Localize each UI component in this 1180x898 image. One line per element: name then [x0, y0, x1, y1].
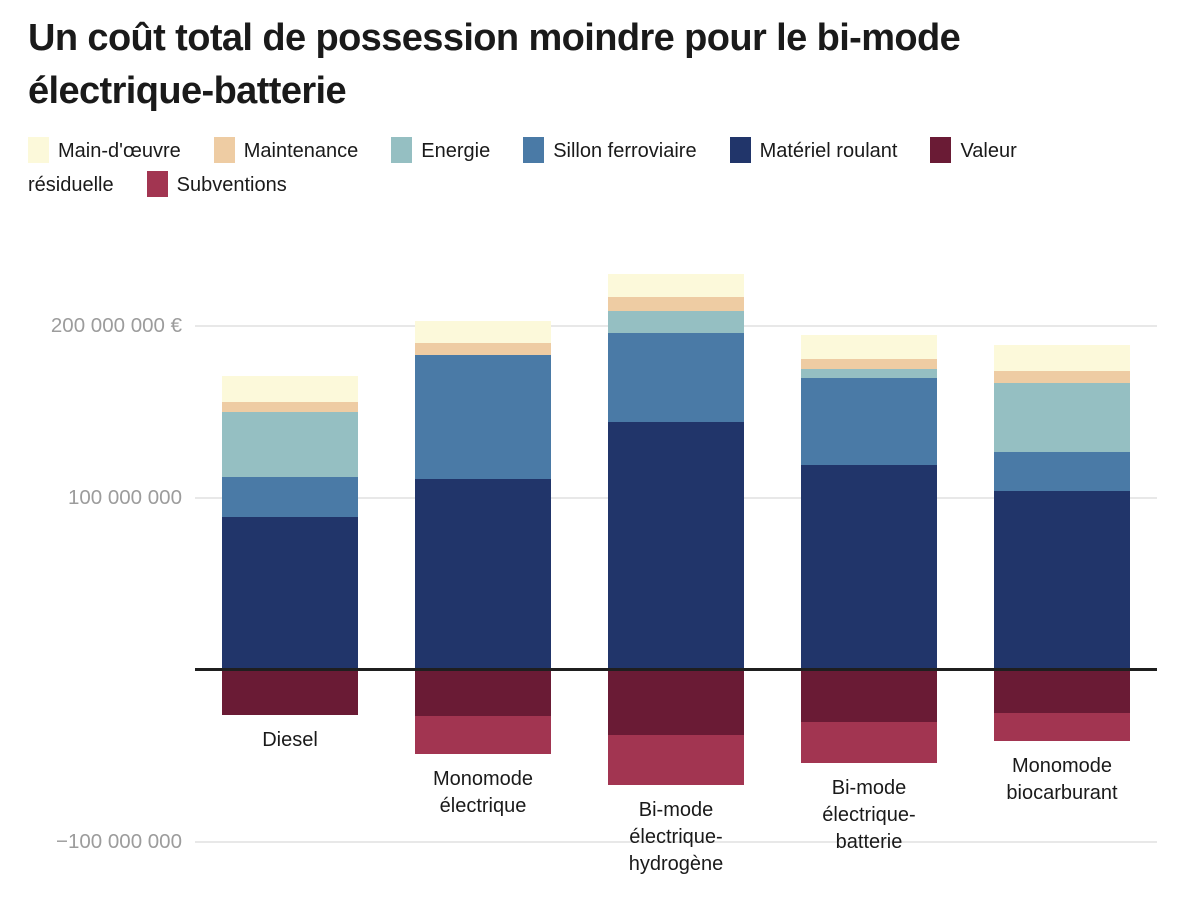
- x-axis-label-line: Bi-mode: [831, 776, 907, 799]
- legend-item-maintenance: Maintenance: [213, 137, 359, 163]
- x-axis-label-line: électrique-: [629, 826, 723, 849]
- bar-segment-valeur-residuelle: [608, 670, 744, 736]
- legend-swatch-subventions: [146, 171, 168, 197]
- bar-segment-sillon-ferroviaire: [801, 377, 937, 466]
- legend-swatch-sillon-ferroviaire: [523, 137, 545, 163]
- bar-segment-maintenance: [415, 343, 551, 356]
- legend-swatch-energie: [391, 137, 413, 163]
- bar-segment-main-doeuvre: [994, 344, 1130, 371]
- bar-segment-sillon-ferroviaire: [608, 332, 744, 423]
- x-axis-label-line: Diesel: [262, 728, 318, 751]
- bar-segment-main-doeuvre: [222, 375, 358, 402]
- bar-segment-sillon-ferroviaire: [415, 355, 551, 480]
- x-axis-label-line: batterie: [835, 830, 903, 853]
- bar-segment-sillon-ferroviaire: [994, 451, 1130, 492]
- bar-segment-valeur-residuelle: [415, 670, 551, 717]
- x-axis-category-label: Bi-mode électrique-hydrogène: [581, 797, 771, 878]
- bar-segment-valeur-residuelle: [801, 670, 937, 722]
- legend-item-main-doeuvre: Main-d'œuvre: [28, 137, 181, 163]
- legend-label: Subventions: [176, 174, 287, 196]
- bar-segment-valeur-residuelle: [222, 670, 358, 715]
- bar-segment-energie: [222, 412, 358, 478]
- y-axis-tick-label: −100 000 000: [56, 830, 182, 853]
- bar-segment-main-doeuvre: [801, 334, 937, 359]
- bar-segment-subventions: [994, 713, 1130, 741]
- chart-title: Un coût total de possession moindre pour…: [28, 17, 961, 112]
- bar-segment-subventions: [608, 735, 744, 786]
- x-axis-label-line: Monomode: [1011, 754, 1113, 777]
- bar-segment-materiel-roulant: [415, 479, 551, 670]
- gridline: [195, 841, 1157, 843]
- legend-item-subventions: Subventions: [146, 171, 287, 197]
- bar-segment-materiel-roulant: [994, 491, 1130, 670]
- bar-segment-maintenance: [608, 296, 744, 311]
- bar-segment-valeur-residuelle: [994, 670, 1130, 713]
- bar-segment-materiel-roulant: [608, 422, 744, 670]
- x-axis-label-line: électrique-: [822, 803, 916, 826]
- chart-legend: Main-d'œuvre Maintenance Energie Sillon fer…: [28, 134, 1076, 202]
- y-axis-tick-label: 100 000 000: [67, 486, 182, 509]
- legend-swatch-maintenance: [213, 137, 235, 163]
- bar-segment-main-doeuvre: [415, 320, 551, 344]
- legend-label: Sillon ferroviaire: [553, 140, 697, 162]
- legend-label: Energie: [421, 140, 491, 162]
- bar-segment-maintenance: [801, 358, 937, 369]
- y-axis-tick-label: 200 000 000 €: [50, 314, 182, 337]
- x-axis-category-label: Monomode biocarburant: [967, 753, 1157, 807]
- legend-swatch-main-doeuvre: [28, 137, 49, 163]
- bar-segment-energie: [994, 382, 1130, 452]
- bar-segment-subventions: [801, 721, 937, 763]
- x-axis-label-line: biocarburant: [1006, 781, 1118, 804]
- x-axis-label-line: Bi-mode: [638, 799, 714, 822]
- bar-segment-main-doeuvre: [608, 274, 744, 297]
- legend-item-materiel-roulant: Matériel roulant: [729, 137, 898, 163]
- x-axis-category-label: Monomode électrique: [388, 766, 578, 820]
- legend-item-energie: Energie: [391, 137, 491, 163]
- legend-swatch-valeur-residuelle: [930, 137, 952, 163]
- bar-segment-materiel-roulant: [801, 465, 937, 670]
- legend-label: Main-d'œuvre: [58, 140, 181, 162]
- legend-item-sillon-ferroviaire: Sillon ferroviaire: [523, 137, 697, 163]
- bar-segment-maintenance: [994, 370, 1130, 383]
- legend-label: Matériel roulant: [759, 140, 898, 162]
- bar-segment-energie: [801, 369, 937, 378]
- bar-segment-subventions: [415, 716, 551, 755]
- legend-item-valeur-residuelle: Valeur résiduelle: [28, 137, 1017, 196]
- legend-label: Valeur résiduelle: [28, 140, 1017, 196]
- legend-label: Maintenance: [243, 140, 359, 162]
- x-axis-category-label: Bi-mode électrique-batterie: [774, 775, 964, 856]
- x-axis-label-line: Monomode: [432, 768, 534, 791]
- bar-segment-energie: [608, 310, 744, 333]
- zero-axis-line: [195, 668, 1157, 671]
- legend-swatch-materiel-roulant: [729, 137, 751, 163]
- x-axis-label-line: hydrogène: [628, 853, 724, 876]
- bar-segment-maintenance: [222, 401, 358, 412]
- x-axis-label-line: électrique: [439, 795, 527, 818]
- x-axis-category-label: Diesel: [195, 727, 385, 754]
- bar-segment-materiel-roulant: [222, 516, 358, 670]
- bar-segment-sillon-ferroviaire: [222, 477, 358, 517]
